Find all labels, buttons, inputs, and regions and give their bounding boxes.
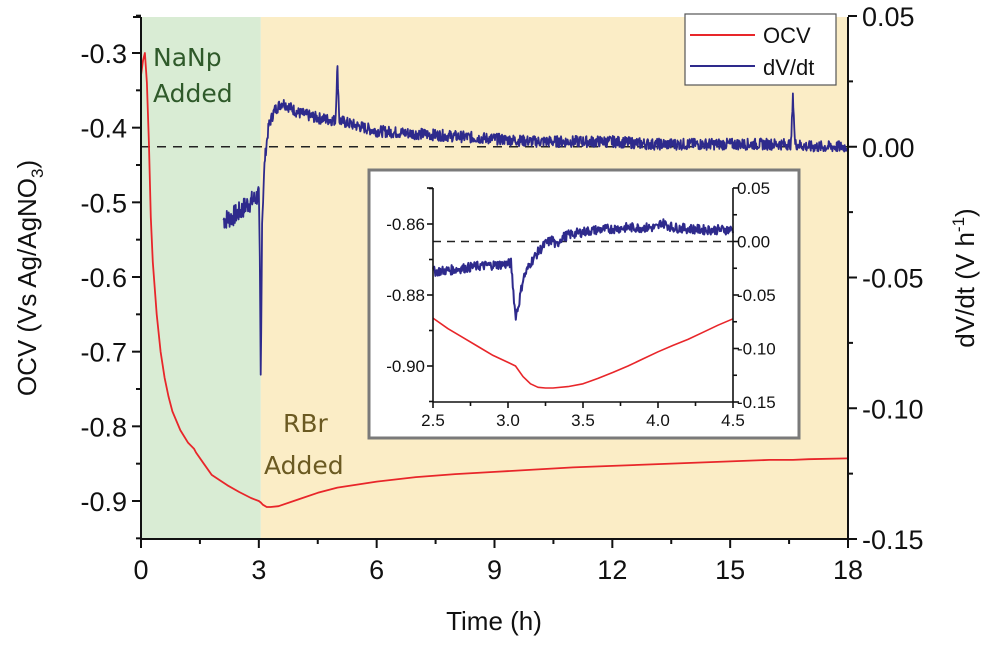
inset-y-right-tick-label: -0.05 bbox=[737, 286, 776, 305]
y-right-tick-label: 0.05 bbox=[862, 2, 915, 32]
main-axes: 0 3 6 9 12 15 18 -0.3 -0.4 -0.5 -0.6 -0.7 -0.8 -0.9 0.… bbox=[80, 2, 923, 585]
y-right-title-sup: -1 bbox=[949, 217, 968, 232]
y-right-tick-label: 0.00 bbox=[862, 133, 915, 163]
inset-plot: 2.5 3.0 3.5 4.0 4.5 -0.86 -0.88 -0.90 0.05 0.00 -0… bbox=[367, 168, 801, 440]
y-left-tick-label: -0.6 bbox=[80, 263, 127, 293]
y-right-title-main: dV/dt (V h bbox=[950, 232, 980, 348]
inset-y-left-tick-label: -0.88 bbox=[386, 286, 425, 305]
inset-y-right-tick-label: -0.10 bbox=[737, 340, 776, 359]
inset-x-tick-label: 3.5 bbox=[571, 411, 595, 430]
series-line-ocv bbox=[140, 52, 849, 508]
inset-series bbox=[432, 218, 734, 389]
inset-x-tick-label: 4.0 bbox=[646, 411, 670, 430]
y-left-title-close: ) bbox=[12, 160, 42, 169]
inset-y-left-tick-label: -0.86 bbox=[386, 215, 425, 234]
y-left-title-sub: 3 bbox=[28, 169, 47, 178]
inset-y-right-tick-label: -0.15 bbox=[737, 393, 776, 412]
annotation-nanp-line1: NaNp bbox=[153, 43, 222, 72]
inset-x-tick-label: 4.5 bbox=[721, 411, 745, 430]
x-tick-label: 12 bbox=[597, 555, 627, 585]
inset-y-left-tick-label: -0.90 bbox=[386, 357, 425, 376]
x-tick-label: 15 bbox=[715, 555, 745, 585]
inset-frame bbox=[367, 168, 801, 440]
inset-y-right-tick-label: 0.00 bbox=[737, 233, 770, 252]
y-left-tick-label: -0.9 bbox=[80, 487, 127, 517]
inset-x-tick-label: 2.5 bbox=[421, 411, 445, 430]
y-right-tick-label: -0.15 bbox=[862, 525, 924, 555]
x-tick-label: 0 bbox=[133, 555, 148, 585]
series-line-dvdt bbox=[222, 65, 849, 376]
legend-label-dvdt: dV/dt bbox=[763, 55, 814, 80]
annotation-rbr-line2: Added bbox=[264, 451, 344, 480]
main-series bbox=[140, 52, 849, 508]
annotation-rbr-line1: RBr bbox=[283, 409, 329, 438]
x-tick-label: 6 bbox=[369, 555, 384, 585]
y-left-tick-label: -0.4 bbox=[80, 114, 127, 144]
y-left-tick-label: -0.3 bbox=[80, 39, 127, 69]
y-left-tick-label: -0.7 bbox=[80, 338, 127, 368]
inset-series-line-dvdt bbox=[432, 218, 734, 321]
y-right-tick-label: -0.10 bbox=[862, 394, 924, 424]
inset-axes: 2.5 3.0 3.5 4.0 4.5 -0.86 -0.88 -0.90 0.05 0.00 -0… bbox=[386, 179, 776, 430]
y-left-axis-title: OCV (Vs Ag/AgNO3) bbox=[12, 160, 47, 396]
x-axis-title: Time (h) bbox=[446, 606, 542, 636]
y-left-tick-label: -0.8 bbox=[80, 412, 127, 442]
inset-y-right-tick-label: 0.05 bbox=[737, 179, 770, 198]
legend: OCV dV/dt bbox=[684, 13, 837, 86]
y-right-tick-label: -0.05 bbox=[862, 264, 924, 294]
y-left-tick-label: -0.5 bbox=[80, 188, 127, 218]
legend-box bbox=[684, 13, 837, 86]
x-tick-label: 18 bbox=[833, 555, 863, 585]
region-nanp bbox=[141, 17, 261, 539]
inset-series-line-ocv bbox=[432, 317, 734, 389]
y-left-title-main: OCV (Vs Ag/AgNO bbox=[12, 178, 42, 396]
annotation-nanp-line2: Added bbox=[153, 79, 233, 108]
y-right-title-close: ) bbox=[950, 208, 980, 217]
x-tick-label: 3 bbox=[251, 555, 266, 585]
y-right-axis-title: dV/dt (V h-1) bbox=[949, 208, 980, 347]
legend-label-ocv: OCV bbox=[763, 23, 811, 48]
x-tick-label: 9 bbox=[487, 555, 502, 585]
inset-x-tick-label: 3.0 bbox=[496, 411, 520, 430]
